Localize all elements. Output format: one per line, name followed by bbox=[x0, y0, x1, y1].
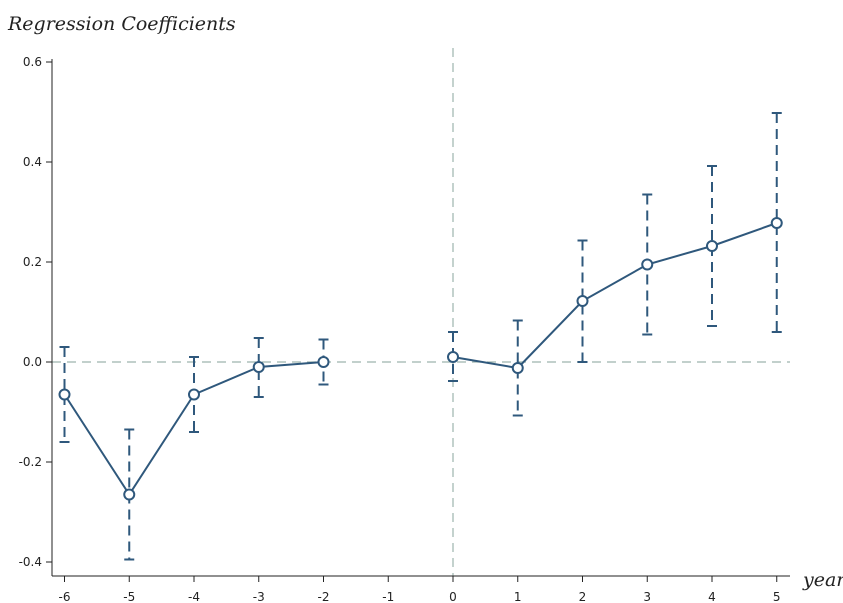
data-point bbox=[770, 217, 783, 229]
data-point bbox=[317, 356, 330, 368]
x-tick-label: 1 bbox=[514, 590, 522, 603]
axes: -0.4 -0.2 0.0 0.2 0.4 0.6 -6 -5 -4 -3 -2 -1 0 1 2 3 4 5 bbox=[19, 55, 790, 603]
y-tick-label: 0.6 bbox=[23, 55, 42, 69]
data-point bbox=[641, 258, 654, 271]
x-tick-label: -3 bbox=[253, 590, 265, 603]
data-point bbox=[123, 488, 136, 501]
data-point bbox=[58, 388, 71, 401]
x-tick-label: 5 bbox=[773, 590, 781, 603]
data-point bbox=[447, 351, 459, 363]
x-tick-label: 3 bbox=[643, 590, 651, 603]
x-tick-label: -2 bbox=[318, 590, 330, 603]
x-tick-label: 2 bbox=[579, 590, 587, 603]
data-point bbox=[252, 361, 265, 373]
y-tick-label: -0.4 bbox=[19, 555, 42, 569]
x-tick-label: -4 bbox=[188, 590, 200, 603]
y-tick-label: 0.2 bbox=[23, 255, 42, 269]
x-tick-label: 0 bbox=[449, 590, 457, 603]
series-layer bbox=[58, 112, 783, 561]
x-tick-label: -6 bbox=[59, 590, 71, 603]
data-point bbox=[706, 240, 718, 252]
data-point bbox=[511, 362, 524, 374]
y-axis-title: Regression Coefficients bbox=[7, 13, 236, 35]
data-point bbox=[576, 295, 589, 307]
x-tick-label: 4 bbox=[708, 590, 716, 603]
x-tick-label: -5 bbox=[123, 590, 135, 603]
series-line bbox=[452, 222, 778, 370]
x-axis-title: year bbox=[802, 569, 843, 591]
y-tick-label: -0.2 bbox=[19, 455, 42, 469]
y-tick-label: 0.0 bbox=[23, 355, 42, 369]
x-tick-label: -1 bbox=[382, 590, 394, 603]
data-point bbox=[188, 388, 200, 401]
reference-lines bbox=[52, 48, 790, 576]
y-tick-label: 0.4 bbox=[23, 155, 42, 169]
